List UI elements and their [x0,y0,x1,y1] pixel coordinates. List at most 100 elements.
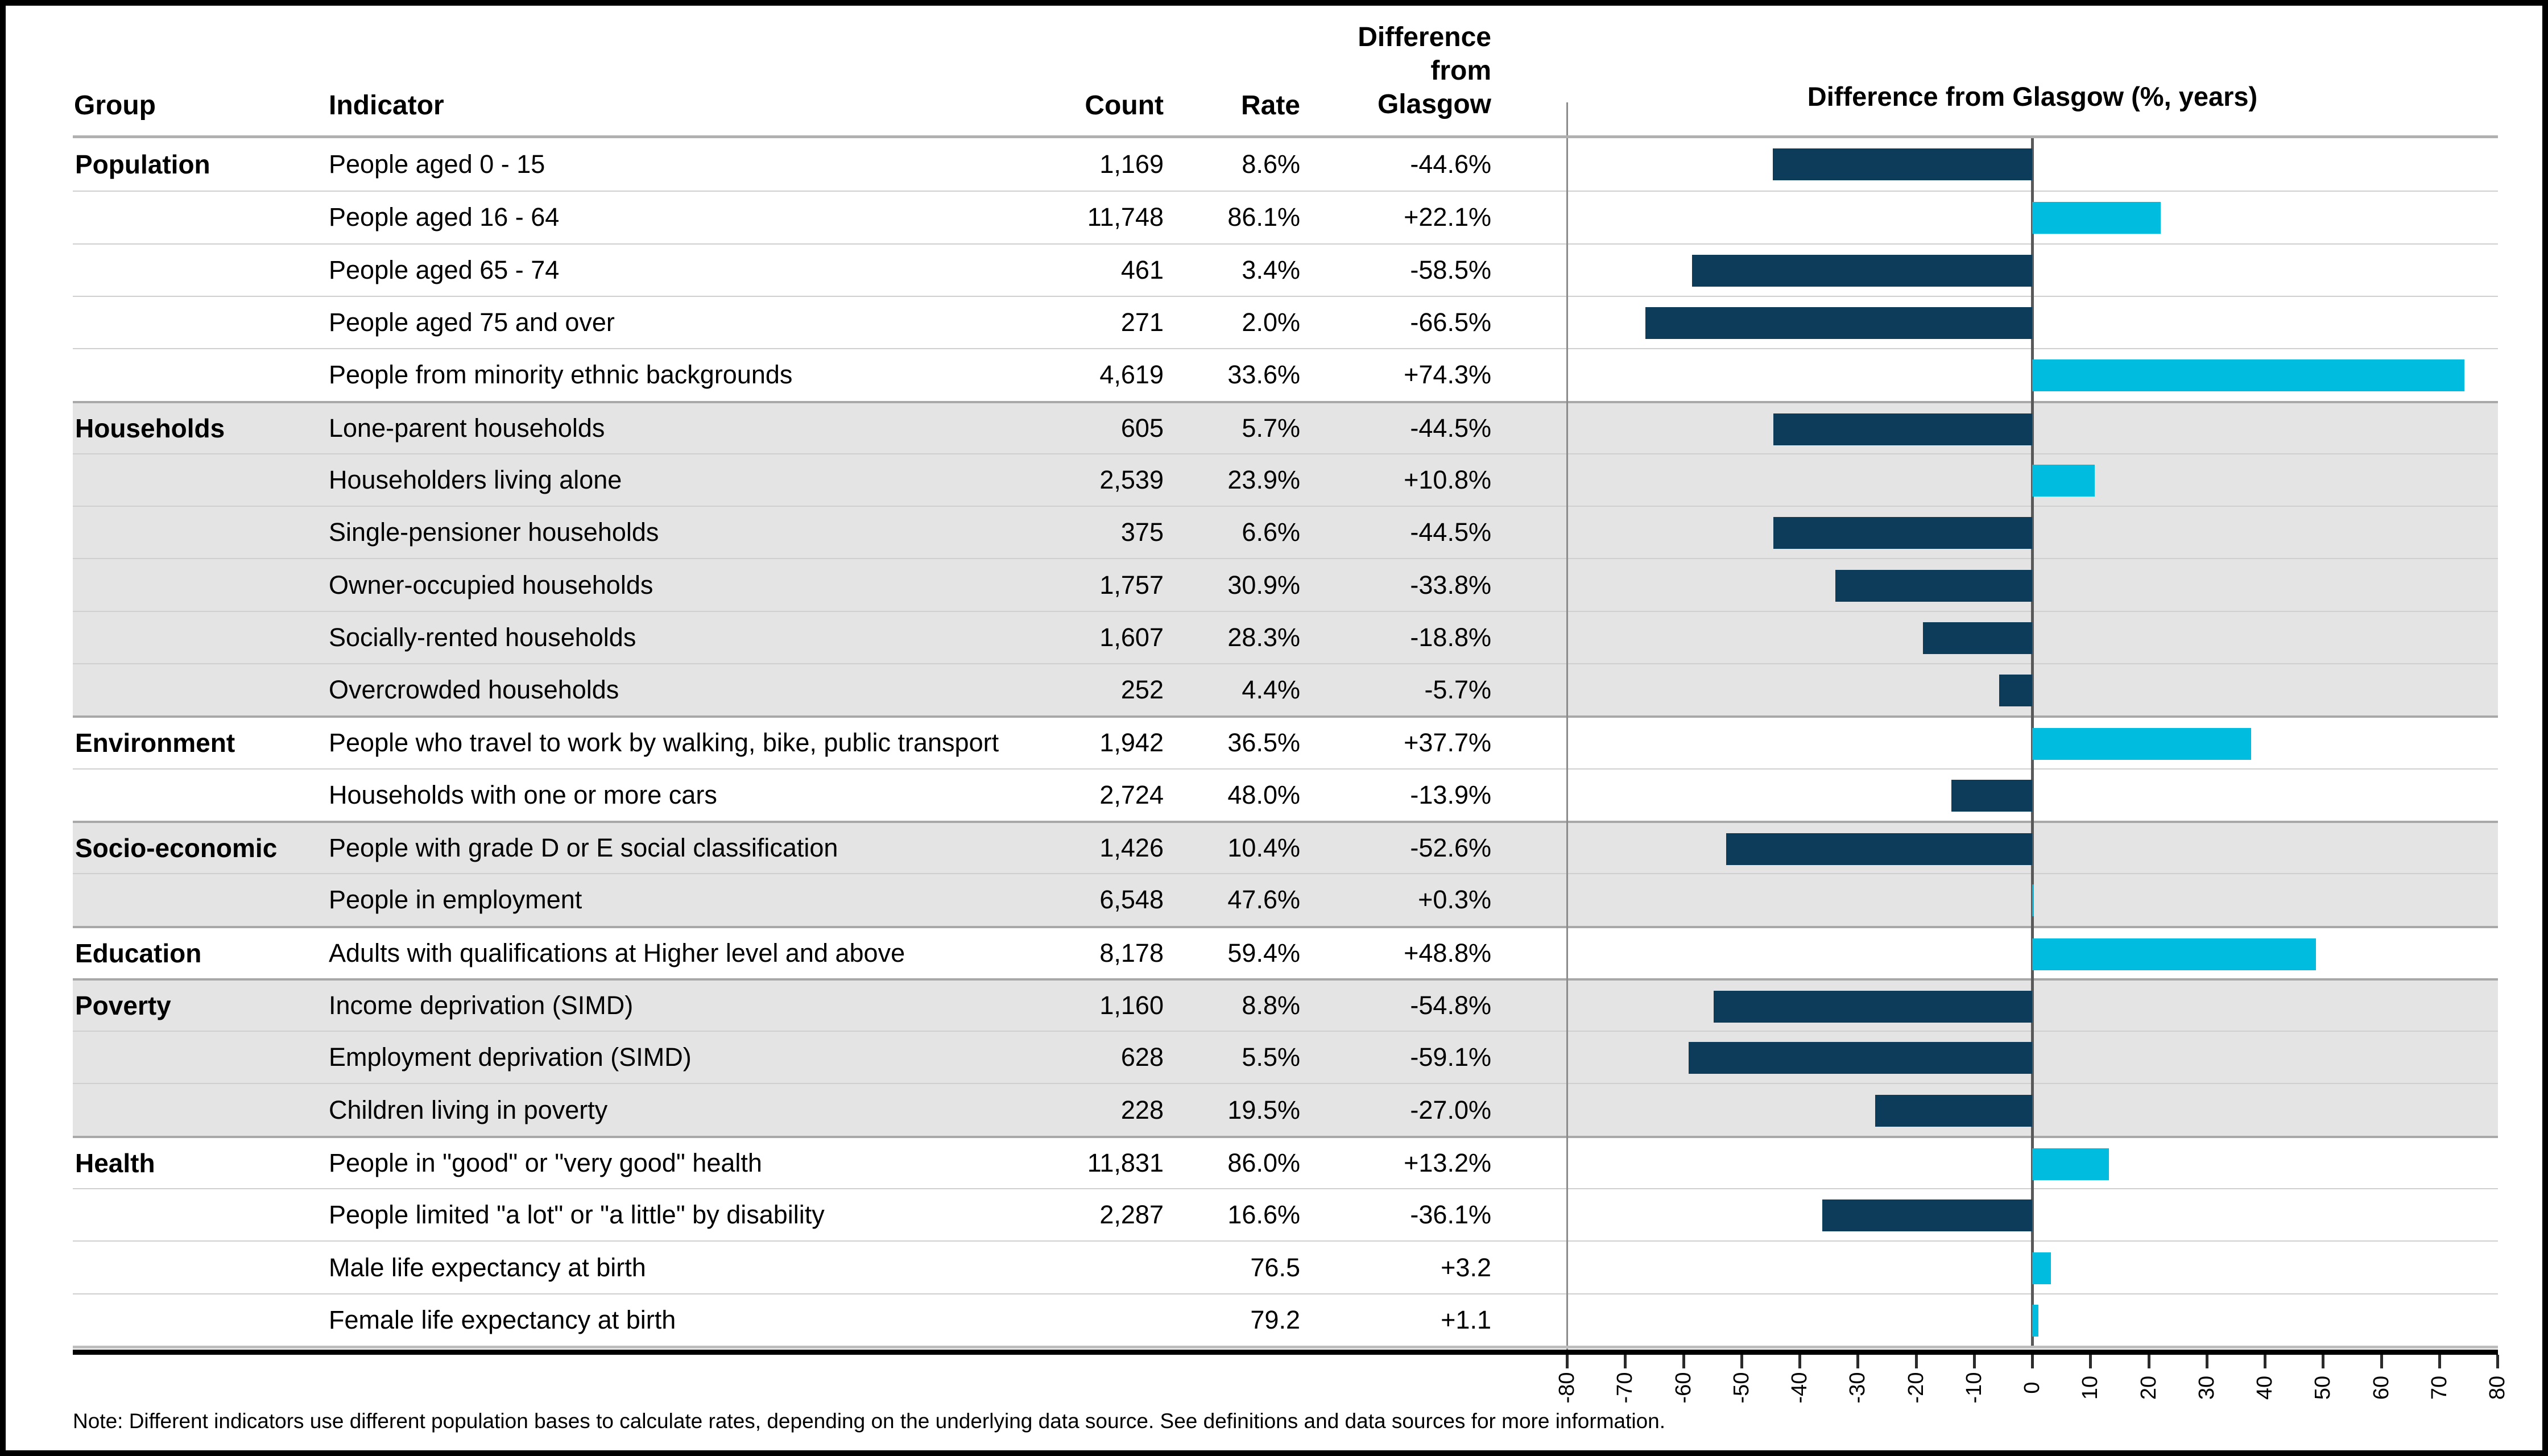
difference-value: +48.8% [1404,938,1491,967]
indicator-label: Householders living alone [329,465,622,494]
indicator-label: People from minority ethnic backgrounds [329,360,793,390]
count-value: 4,619 [1099,360,1164,390]
indicator-label: People aged 16 - 64 [329,202,560,232]
indicator-label: People with grade D or E social classifi… [329,833,838,863]
difference-value: -13.9% [1410,780,1491,809]
positive-difference-bar [2032,938,2316,970]
axis-tick-label: 0 [2020,1381,2044,1394]
axis-tick [2264,1355,2266,1368]
indicator-label: Owner-occupied households [329,570,653,599]
indicator-label: Income deprivation (SIMD) [329,991,634,1020]
count-value: 11,831 [1087,1148,1164,1177]
negative-difference-bar [1688,1042,2032,1074]
difference-value: +0.3% [1418,885,1491,915]
table-row: Poverty Income deprivation (SIMD) 1,160 8.8… [73,978,2498,1031]
difference-value: +10.8% [1404,465,1491,494]
axis-tick-label: 60 [2369,1375,2393,1400]
table-row: Education Adults with qualifications at H… [73,925,2498,978]
negative-difference-bar [1645,307,2032,340]
footnote: Note: Different indicators use different… [73,1409,1666,1433]
rate-value: 2.0% [1242,308,1300,337]
indicator-label: Male life expectancy at birth [329,1252,646,1282]
axis-tick-label: -50 [1729,1372,1753,1404]
axis-tick [2031,1355,2034,1368]
negative-difference-bar [1822,1199,2032,1232]
difference-header-line: Difference [1358,22,1491,52]
axis-tick-label: -10 [1962,1372,1986,1404]
rate-value: 33.6% [1227,360,1300,390]
axis-tick-label: -40 [1787,1372,1811,1404]
negative-difference-bar [1999,675,2032,707]
positive-difference-bar [2032,1304,2039,1337]
indicator-label: Adults with qualifications at Higher lev… [329,938,905,967]
rate-value: 16.6% [1227,1200,1300,1230]
count-value: 8,178 [1099,938,1164,967]
group-label: Environment [75,728,235,758]
difference-value: +1.1 [1441,1305,1491,1334]
axis-tick-label: 40 [2252,1375,2277,1400]
column-header-group: Group [74,90,156,121]
axis-tick [1740,1355,1743,1368]
count-value: 628 [1120,1043,1164,1072]
rate-value: 28.3% [1227,622,1300,652]
difference-value: -59.1% [1410,1043,1491,1072]
table-bottom-rule-gray [73,1346,2498,1349]
indicator-label: People aged 75 and over [329,308,615,337]
rate-value: 5.7% [1242,413,1300,442]
indicator-label: Female life expectancy at birth [329,1305,676,1334]
rate-value: 8.8% [1242,991,1300,1020]
count-value: 271 [1120,308,1164,337]
group-label: Poverty [75,991,171,1020]
negative-difference-bar [1875,1094,2032,1127]
positive-difference-bar [2032,359,2464,392]
negative-difference-bar [1773,413,2032,445]
difference-value: -18.8% [1410,622,1491,652]
table-row: People in employment 6,548 47.6% +0.3% [73,873,2498,926]
axis-tick-label: 20 [2136,1375,2160,1400]
indicator-label: Households with one or more cars [329,780,717,809]
count-value: 228 [1120,1095,1164,1124]
axis-tick-label: 80 [2485,1375,2509,1400]
group-label: Population [75,150,210,180]
axis-tick-label: 70 [2427,1375,2451,1400]
table-row: People aged 16 - 64 11,748 86.1% +22.1% [73,191,2498,243]
difference-value: +37.7% [1404,728,1491,758]
column-header-indicator: Indicator [329,90,444,121]
indicator-label: Lone-parent households [329,413,605,442]
difference-value: -66.5% [1410,308,1491,337]
count-value: 2,539 [1099,465,1164,494]
positive-difference-bar [2032,1148,2109,1180]
negative-difference-bar [1726,833,2032,866]
difference-header-line: from [1430,56,1491,86]
difference-value: -27.0% [1410,1095,1491,1124]
axis-tick [2380,1355,2383,1368]
table-rows: Population People aged 0 - 15 1,169 8.6% -44… [73,138,2498,1346]
count-value: 1,607 [1099,622,1164,652]
table-bottom-rule-black [73,1350,2498,1355]
count-value: 375 [1120,518,1164,547]
indicator-label: People in employment [329,885,582,915]
rate-value: 86.1% [1227,202,1300,232]
rate-value: 48.0% [1227,780,1300,809]
rate-value: 5.5% [1242,1043,1300,1072]
table-row: Households with one or more cars 2,724 48.… [73,768,2498,821]
table-row: Householders living alone 2,539 23.9% +10.8… [73,453,2498,506]
difference-value: -5.7% [1424,675,1491,705]
difference-value: -33.8% [1410,570,1491,599]
difference-value: +13.2% [1404,1148,1491,1177]
axis-tick [1856,1355,1860,1368]
indicator-label: People who travel to work by walking, bi… [329,728,999,758]
axis-tick-label: -30 [1845,1372,1869,1404]
table-row: Single-pensioner households 375 6.6% -44.5% [73,506,2498,559]
indicator-label: People aged 0 - 15 [329,150,545,179]
difference-value: +22.1% [1404,202,1491,232]
rate-value: 59.4% [1227,938,1300,967]
rate-value: 3.4% [1242,255,1300,284]
axis-tick [2322,1355,2325,1368]
axis-tick [2438,1355,2441,1368]
difference-value: +3.2 [1441,1252,1491,1282]
axis-tick [1682,1355,1685,1368]
indicator-label: Single-pensioner households [329,518,659,547]
rate-value: 4.4% [1242,675,1300,705]
